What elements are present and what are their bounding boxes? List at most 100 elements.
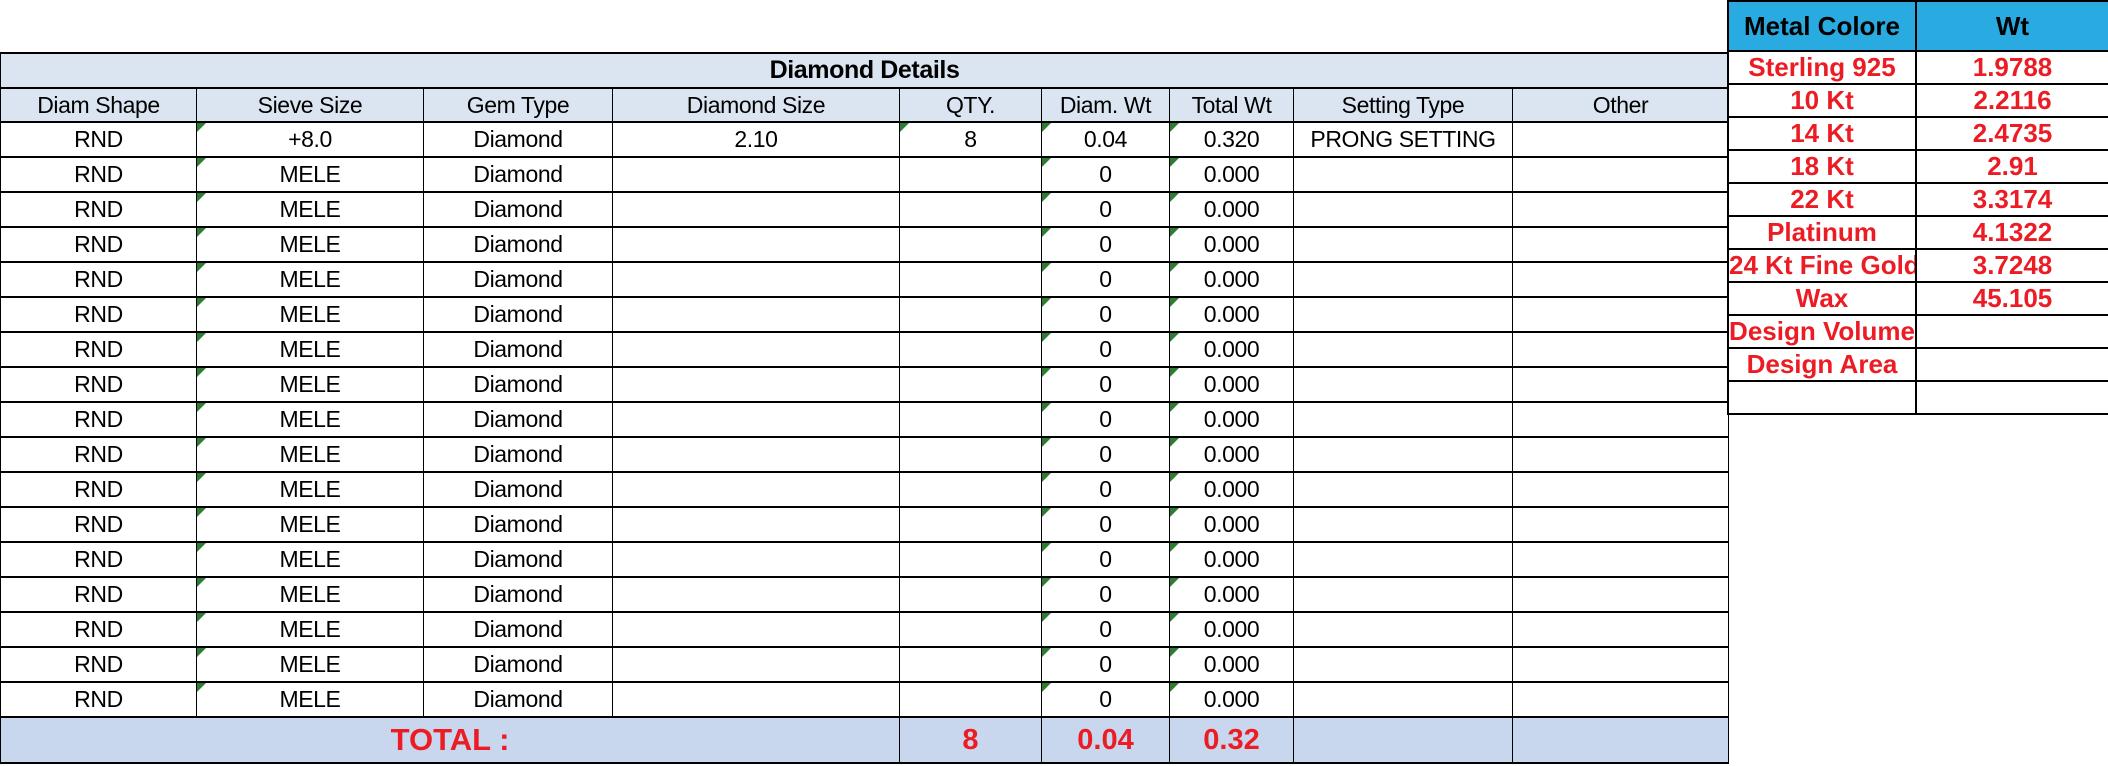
cell-total-wt[interactable]: 0.000	[1169, 366, 1294, 403]
cell-setting-type[interactable]	[1293, 576, 1513, 613]
cell-setting-type[interactable]	[1293, 226, 1513, 263]
cell-diam-wt[interactable]: 0	[1041, 226, 1170, 263]
cell-diam-shape[interactable]: RND	[0, 156, 197, 193]
cell-total-wt[interactable]: 0.000	[1169, 401, 1294, 438]
cell-gem-type[interactable]: Diamond	[423, 646, 613, 683]
cell-diam-wt[interactable]: 0	[1041, 471, 1170, 508]
metal-name-cell[interactable]: Platinum	[1727, 215, 1917, 250]
cell-setting-type[interactable]	[1293, 436, 1513, 473]
cell-diam-wt[interactable]: 0	[1041, 366, 1170, 403]
metal-name-cell[interactable]: 10 Kt	[1727, 83, 1917, 118]
cell-diam-shape[interactable]: RND	[0, 436, 197, 473]
cell-diam-shape[interactable]: RND	[0, 646, 197, 683]
cell-qty[interactable]	[899, 541, 1042, 578]
cell-diamond-size[interactable]	[612, 156, 900, 193]
cell-qty[interactable]	[899, 576, 1042, 613]
cell-diamond-size[interactable]	[612, 261, 900, 298]
cell-other[interactable]	[1511, 331, 1730, 368]
cell-sieve-size[interactable]: MELE	[196, 191, 424, 228]
cell-gem-type[interactable]: Diamond	[423, 436, 613, 473]
cell-diam-wt[interactable]: 0	[1041, 576, 1170, 613]
cell-setting-type[interactable]	[1293, 296, 1513, 333]
cell-other[interactable]	[1511, 226, 1730, 263]
cell-total-wt[interactable]: 0.000	[1169, 156, 1294, 193]
cell-other[interactable]	[1511, 541, 1730, 578]
cell-diamond-size[interactable]	[612, 576, 900, 613]
cell-sieve-size[interactable]: MELE	[196, 471, 424, 508]
cell-other[interactable]	[1511, 191, 1730, 228]
cell-diam-shape[interactable]: RND	[0, 611, 197, 648]
cell-diamond-size[interactable]	[612, 191, 900, 228]
cell-diam-shape[interactable]: RND	[0, 296, 197, 333]
cell-qty[interactable]	[899, 156, 1042, 193]
metal-wt-cell[interactable]	[1915, 380, 2108, 415]
cell-qty[interactable]	[899, 646, 1042, 683]
cell-total-wt[interactable]: 0.000	[1169, 681, 1294, 718]
cell-gem-type[interactable]: Diamond	[423, 121, 613, 158]
cell-diamond-size[interactable]: 2.10	[612, 121, 900, 158]
cell-diam-shape[interactable]: RND	[0, 121, 197, 158]
metal-name-cell[interactable]: 24 Kt Fine Gold	[1727, 248, 1917, 283]
cell-gem-type[interactable]: Diamond	[423, 156, 613, 193]
cell-sieve-size[interactable]: MELE	[196, 541, 424, 578]
cell-diam-wt[interactable]: 0	[1041, 611, 1170, 648]
cell-qty[interactable]	[899, 366, 1042, 403]
cell-diam-wt[interactable]: 0	[1041, 681, 1170, 718]
col-header-total-wt[interactable]: Total Wt	[1169, 87, 1294, 123]
cell-setting-type[interactable]	[1293, 681, 1513, 718]
cell-other[interactable]	[1511, 506, 1730, 543]
cell-diamond-size[interactable]	[612, 471, 900, 508]
cell-diam-wt[interactable]: 0	[1041, 541, 1170, 578]
cell-diamond-size[interactable]	[612, 366, 900, 403]
cell-qty[interactable]	[899, 191, 1042, 228]
cell-total-wt[interactable]: 0.000	[1169, 541, 1294, 578]
cell-qty[interactable]: 8	[899, 121, 1042, 158]
cell-diam-wt[interactable]: 0	[1041, 296, 1170, 333]
cell-total-wt[interactable]: 0.000	[1169, 226, 1294, 263]
cell-other[interactable]	[1511, 576, 1730, 613]
cell-diam-shape[interactable]: RND	[0, 226, 197, 263]
cell-gem-type[interactable]: Diamond	[423, 611, 613, 648]
cell-gem-type[interactable]: Diamond	[423, 401, 613, 438]
metal-wt-cell[interactable]	[1915, 314, 2108, 349]
cell-total-wt[interactable]: 0.000	[1169, 261, 1294, 298]
cell-gem-type[interactable]: Diamond	[423, 331, 613, 368]
cell-setting-type[interactable]	[1293, 191, 1513, 228]
cell-gem-type[interactable]: Diamond	[423, 576, 613, 613]
cell-setting-type[interactable]: PRONG SETTING	[1293, 121, 1513, 158]
cell-sieve-size[interactable]: MELE	[196, 681, 424, 718]
cell-other[interactable]	[1511, 646, 1730, 683]
cell-diam-shape[interactable]: RND	[0, 366, 197, 403]
cell-diam-shape[interactable]: RND	[0, 191, 197, 228]
cell-diamond-size[interactable]	[612, 296, 900, 333]
cell-diam-wt[interactable]: 0	[1041, 191, 1170, 228]
cell-diam-shape[interactable]: RND	[0, 261, 197, 298]
cell-sieve-size[interactable]: MELE	[196, 366, 424, 403]
cell-gem-type[interactable]: Diamond	[423, 226, 613, 263]
cell-setting-type[interactable]	[1293, 611, 1513, 648]
metal-name-cell[interactable]: 14 Kt	[1727, 116, 1917, 151]
cell-qty[interactable]	[899, 506, 1042, 543]
cell-setting-type[interactable]	[1293, 261, 1513, 298]
cell-gem-type[interactable]: Diamond	[423, 681, 613, 718]
cell-other[interactable]	[1511, 436, 1730, 473]
cell-diam-wt[interactable]: 0	[1041, 331, 1170, 368]
cell-total-wt[interactable]: 0.320	[1169, 121, 1294, 158]
metal-wt-cell[interactable]	[1915, 347, 2108, 382]
cell-diam-shape[interactable]: RND	[0, 541, 197, 578]
cell-diam-shape[interactable]: RND	[0, 576, 197, 613]
cell-total-wt[interactable]: 0.000	[1169, 191, 1294, 228]
cell-other[interactable]	[1511, 366, 1730, 403]
col-header-diam-wt[interactable]: Diam. Wt	[1041, 87, 1170, 123]
col-header-qty[interactable]: QTY.	[899, 87, 1042, 123]
total-qty-cell[interactable]: 8	[899, 716, 1042, 764]
cell-sieve-size[interactable]: MELE	[196, 576, 424, 613]
cell-diam-shape[interactable]: RND	[0, 506, 197, 543]
total-other-cell[interactable]	[1511, 716, 1730, 764]
cell-setting-type[interactable]	[1293, 646, 1513, 683]
metal-name-cell[interactable]: Wax	[1727, 281, 1917, 316]
cell-gem-type[interactable]: Diamond	[423, 471, 613, 508]
cell-sieve-size[interactable]: MELE	[196, 401, 424, 438]
cell-sieve-size[interactable]: MELE	[196, 611, 424, 648]
cell-setting-type[interactable]	[1293, 541, 1513, 578]
